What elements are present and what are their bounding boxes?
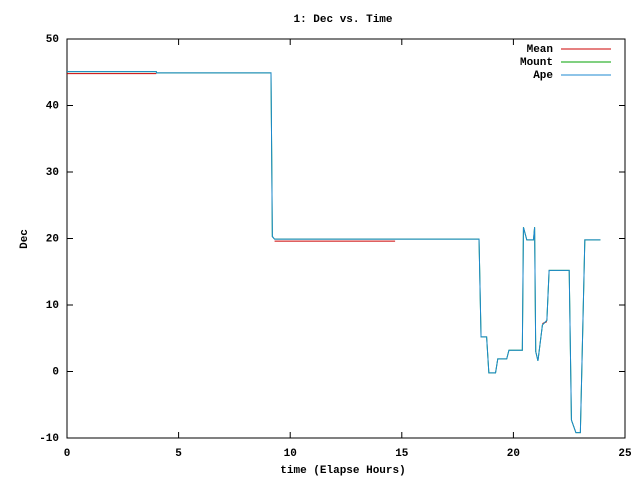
y-tick-label: 10 (46, 300, 59, 312)
y-tick-label: 50 (46, 34, 59, 46)
y-tick-label: 20 (46, 233, 59, 245)
y-axis-label: Dec (19, 229, 31, 249)
chart-title: 1: Dec vs. Time (293, 14, 392, 26)
series-line (67, 73, 548, 325)
y-tick-label: 40 (46, 100, 59, 112)
x-tick-label: 25 (618, 448, 632, 460)
y-tick-label: 30 (46, 167, 59, 179)
legend-label: Mean (527, 44, 553, 56)
y-tick-label: 0 (52, 366, 59, 378)
series-line (67, 71, 601, 434)
series-line (67, 71, 601, 434)
x-tick-label: 5 (175, 448, 182, 460)
legend-label: Ape (533, 70, 553, 82)
y-tick-label: -10 (39, 433, 59, 445)
x-tick-label: 10 (284, 448, 297, 460)
x-tick-label: 15 (395, 448, 409, 460)
plot-frame (66, 38, 626, 439)
x-tick-label: 0 (64, 448, 71, 460)
x-axis-label: time (Elapse Hours) (280, 465, 405, 477)
x-tick-label: 20 (507, 448, 520, 460)
legend-label: Mount (520, 57, 553, 69)
